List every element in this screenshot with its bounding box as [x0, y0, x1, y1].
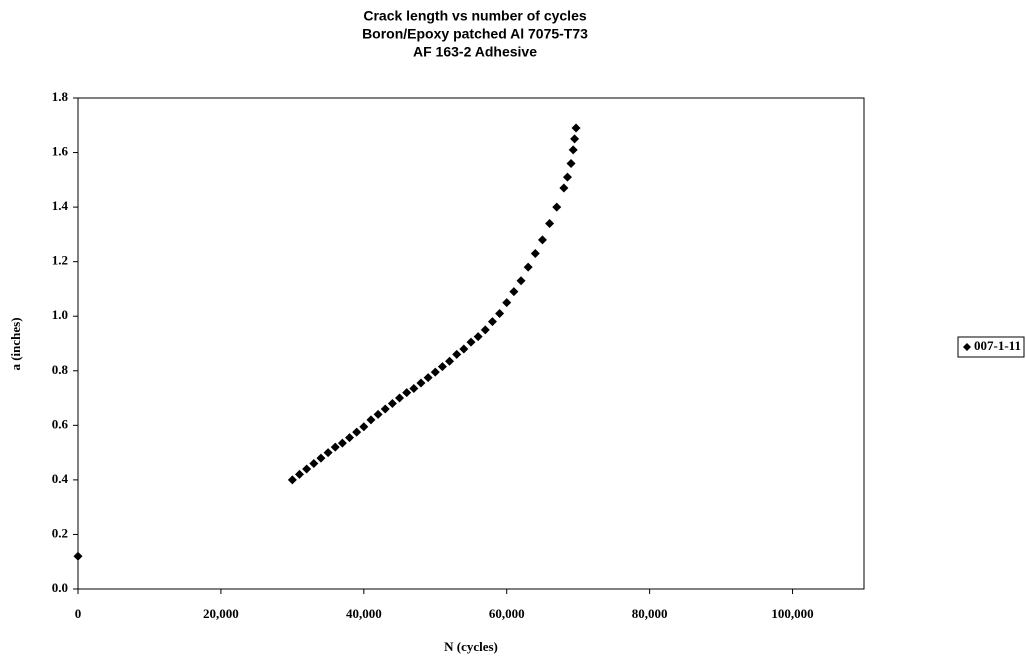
- data-point: [568, 145, 578, 155]
- data-point: [323, 448, 333, 458]
- y-tick-label: 1.4: [52, 198, 69, 213]
- chart-title: AF 163-2 Adhesive: [413, 44, 537, 60]
- data-point: [352, 427, 362, 437]
- data-point: [387, 399, 397, 409]
- chart-title: Crack length vs number of cycles: [363, 8, 587, 24]
- x-tick-label: 100,000: [771, 606, 813, 621]
- data-point: [316, 453, 326, 463]
- data-point: [502, 298, 512, 308]
- data-point: [430, 367, 440, 377]
- data-point: [509, 287, 519, 297]
- x-axis-label: N (cycles): [444, 639, 498, 654]
- x-tick-label: 0: [75, 606, 82, 621]
- plot-frame: [77, 97, 865, 590]
- data-point: [480, 325, 490, 335]
- data-point: [402, 388, 412, 398]
- legend-marker: [963, 343, 971, 351]
- x-tick-label: 20,000: [203, 606, 239, 621]
- data-point: [366, 415, 376, 425]
- data-point: [287, 475, 297, 485]
- data-point: [552, 202, 562, 212]
- data-point: [562, 172, 572, 182]
- data-point: [423, 373, 433, 383]
- data-point: [445, 356, 455, 366]
- data-point: [373, 409, 383, 419]
- data-point: [330, 442, 340, 452]
- x-tick-label: 40,000: [346, 606, 382, 621]
- y-tick-label: 0.4: [52, 471, 69, 486]
- data-point: [516, 276, 526, 286]
- data-point: [73, 551, 83, 561]
- data-point: [570, 134, 580, 144]
- data-point: [380, 404, 390, 414]
- data-point: [395, 393, 405, 403]
- x-tick-label: 60,000: [489, 606, 525, 621]
- y-tick-label: 1.2: [52, 253, 68, 268]
- data-point: [416, 378, 426, 388]
- chart-title: Boron/Epoxy patched Al 7075-T73: [362, 26, 588, 42]
- data-point: [302, 464, 312, 474]
- y-tick-label: 1.0: [52, 307, 68, 322]
- data-point: [345, 433, 355, 443]
- data-point: [571, 123, 581, 133]
- y-axis-label: a (inches): [8, 317, 23, 370]
- data-point: [487, 317, 497, 327]
- data-point: [473, 332, 483, 342]
- data-point: [409, 384, 419, 394]
- y-tick-label: 0.6: [52, 416, 69, 431]
- data-point: [309, 459, 319, 469]
- data-point: [337, 438, 347, 448]
- data-point: [437, 362, 447, 372]
- data-point: [459, 344, 469, 354]
- data-point: [523, 262, 533, 272]
- data-point: [495, 308, 505, 318]
- y-tick-label: 1.8: [52, 89, 69, 104]
- y-tick-label: 0.2: [52, 525, 68, 540]
- data-point: [452, 349, 462, 359]
- data-point: [559, 183, 569, 193]
- y-tick-label: 1.6: [52, 144, 69, 159]
- data-point: [537, 235, 547, 245]
- data-point: [295, 469, 305, 479]
- data-point: [566, 158, 576, 168]
- data-point: [545, 218, 555, 228]
- legend-label: 007-1-11: [974, 338, 1021, 353]
- data-point: [530, 248, 540, 258]
- x-tick-label: 80,000: [632, 606, 668, 621]
- data-point: [466, 337, 476, 347]
- legend-box: [957, 336, 1025, 358]
- y-tick-label: 0.8: [52, 362, 69, 377]
- y-tick-label: 0.0: [52, 580, 68, 595]
- data-point: [359, 422, 369, 432]
